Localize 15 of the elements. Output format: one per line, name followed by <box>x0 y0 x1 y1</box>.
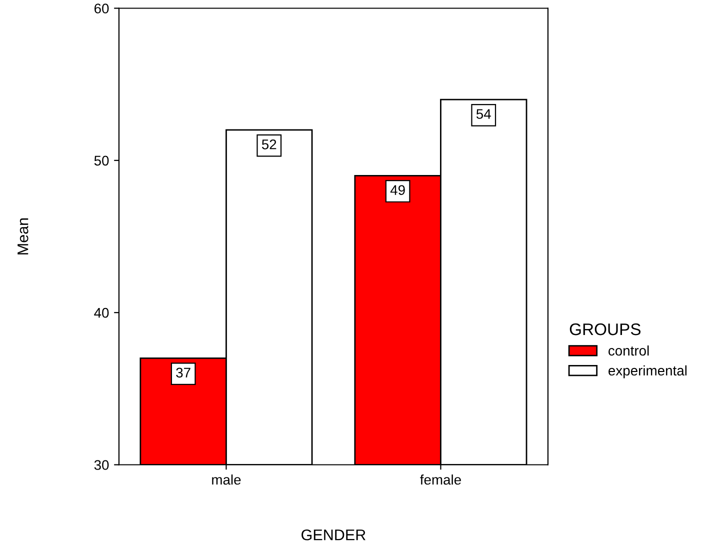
legend-title: GROUPS <box>570 323 641 336</box>
legend-label: experimental <box>608 365 687 378</box>
x-tick-label: male <box>212 474 241 485</box>
y-axis-title: Mean <box>18 218 28 254</box>
y-tick-label: 30 <box>94 460 109 470</box>
y-tick-label: 40 <box>94 308 109 318</box>
data-label: 54 <box>476 109 491 119</box>
y-tick-label: 50 <box>94 156 109 166</box>
y-tick-label: 60 <box>94 4 109 14</box>
data-label: 49 <box>390 185 405 195</box>
data-label: 37 <box>176 368 190 378</box>
data-label: 52 <box>262 139 276 150</box>
x-axis-title: GENDER <box>302 529 366 540</box>
legend-label: control <box>608 345 649 356</box>
x-tick-label: female <box>420 474 461 485</box>
